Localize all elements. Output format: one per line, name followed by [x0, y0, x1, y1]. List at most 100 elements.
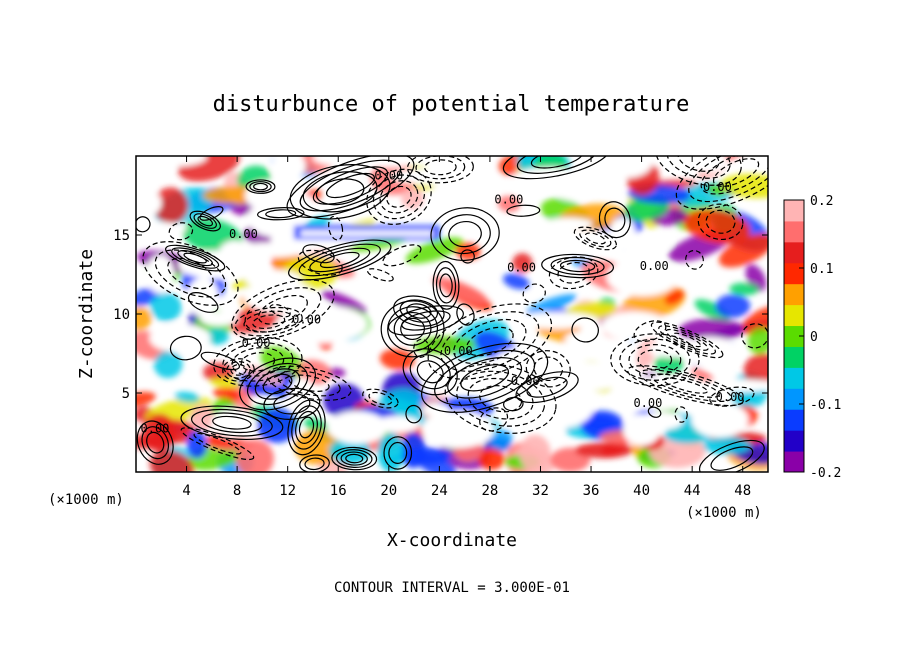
contour-line-positive [448, 220, 482, 248]
plot-area [136, 156, 768, 472]
contour-line-positive [177, 250, 214, 267]
contour-line-negative [685, 249, 704, 270]
color-region [747, 327, 768, 355]
contour-line-positive [298, 243, 381, 277]
contour-line-negative [362, 388, 399, 409]
contour-line-negative [413, 338, 430, 358]
contour-line-negative [479, 407, 509, 432]
contour-line-positive [380, 300, 445, 358]
contour-line-positive [460, 364, 510, 392]
contour-line-positive [193, 213, 217, 229]
color-region [323, 383, 364, 418]
contour-line-negative [257, 294, 308, 325]
contour-line-positive [430, 207, 500, 262]
contour-line-positive [253, 182, 268, 191]
contour-line-negative [712, 158, 760, 187]
color-region [599, 156, 653, 178]
contour-line-negative [415, 156, 466, 180]
contour-line-negative [231, 279, 335, 341]
contour-line-positive [298, 416, 315, 439]
contour-line-negative [366, 268, 394, 282]
colorbar: 0.2 0.1 0 -0.1 -0.2 [783, 194, 841, 481]
x-tick-label: 40 [633, 483, 650, 499]
contour-labels: 0.00 0.00 0.00 0.00 0.00 0.00 0.00 0.00 0.00 0.00… [141, 169, 745, 436]
contour-line-positive [304, 457, 325, 471]
color-region [405, 237, 464, 264]
contour-line-positive [299, 454, 330, 472]
contour-line-positive [598, 201, 631, 239]
contour-line-positive [197, 215, 214, 227]
color-region [178, 156, 240, 182]
contour-line-negative [193, 432, 242, 455]
contour-line-positive [190, 408, 273, 437]
color-region [691, 402, 749, 438]
color-region [636, 336, 657, 369]
color-region [610, 376, 696, 407]
colorbar-swatch [784, 346, 804, 368]
contour-line-positive [302, 244, 335, 264]
color-region [136, 187, 162, 219]
x-tick-label: 4 [182, 483, 190, 499]
contour-line-negative [665, 328, 709, 351]
color-region [512, 253, 533, 273]
colorbar-swatch [784, 451, 804, 473]
colorbar-swatch [784, 262, 804, 285]
color-region [690, 156, 728, 174]
color-region [543, 217, 593, 231]
contour-label: 0.00 [716, 390, 745, 404]
contour-line-negative [610, 333, 700, 387]
x-tick-label: 36 [583, 483, 600, 499]
contour-line-positive [550, 256, 605, 276]
color-region [327, 411, 388, 444]
contour-label: 0.00 [292, 312, 321, 326]
contour-line-negative [467, 377, 534, 420]
x-tick-label: 44 [684, 483, 701, 499]
contour-line-negative [674, 406, 688, 423]
color-region [718, 233, 768, 268]
x-tick-label: 20 [380, 483, 397, 499]
contour-line-negative [651, 373, 720, 398]
color-region [150, 292, 182, 322]
contour-line-positive [506, 204, 541, 217]
color-region [205, 328, 229, 345]
x-tick-label: 32 [532, 483, 549, 499]
color-region [519, 434, 551, 472]
contour-line-positive [299, 159, 402, 212]
colorbar-swatch [784, 220, 804, 243]
contour-line-positive [383, 436, 413, 470]
contour-line-negative [573, 226, 617, 251]
color-region [256, 407, 297, 443]
contour-line-positive [502, 156, 611, 180]
contour-line-positive [312, 166, 389, 205]
contour-line-positive [146, 431, 165, 454]
colorbar-tick-label: 0 [810, 330, 818, 345]
contour-line-positive [169, 335, 202, 361]
color-region [579, 320, 605, 352]
color-region [136, 306, 152, 331]
contour-line-positive [516, 156, 597, 174]
contour-line-negative [673, 332, 702, 348]
color-region [609, 217, 636, 250]
contour-line-positive [212, 415, 252, 430]
contour-line-negative [382, 244, 422, 267]
contour-line-positive [246, 362, 309, 406]
color-region [149, 323, 211, 353]
contour-label: 0.00 [444, 344, 473, 358]
color-region [400, 447, 451, 465]
contour-line-positive [263, 387, 321, 420]
contour-line-positive [402, 348, 458, 396]
contour-label: 0.00 [640, 259, 669, 273]
contour-line-positive [289, 164, 391, 220]
color-region [478, 448, 505, 471]
color-region [321, 290, 367, 314]
contour-line-positive [435, 267, 457, 304]
contour-label: 0.00 [633, 396, 662, 410]
contour-line-positive [239, 357, 317, 411]
color-region [540, 361, 629, 391]
colorbar-swatch [784, 325, 804, 347]
contour-label: 0.00 [242, 336, 271, 350]
y-tick-label: 5 [122, 386, 130, 402]
contour-line-positive [345, 453, 364, 464]
contour-line-negative [709, 386, 755, 407]
color-region [719, 173, 768, 199]
